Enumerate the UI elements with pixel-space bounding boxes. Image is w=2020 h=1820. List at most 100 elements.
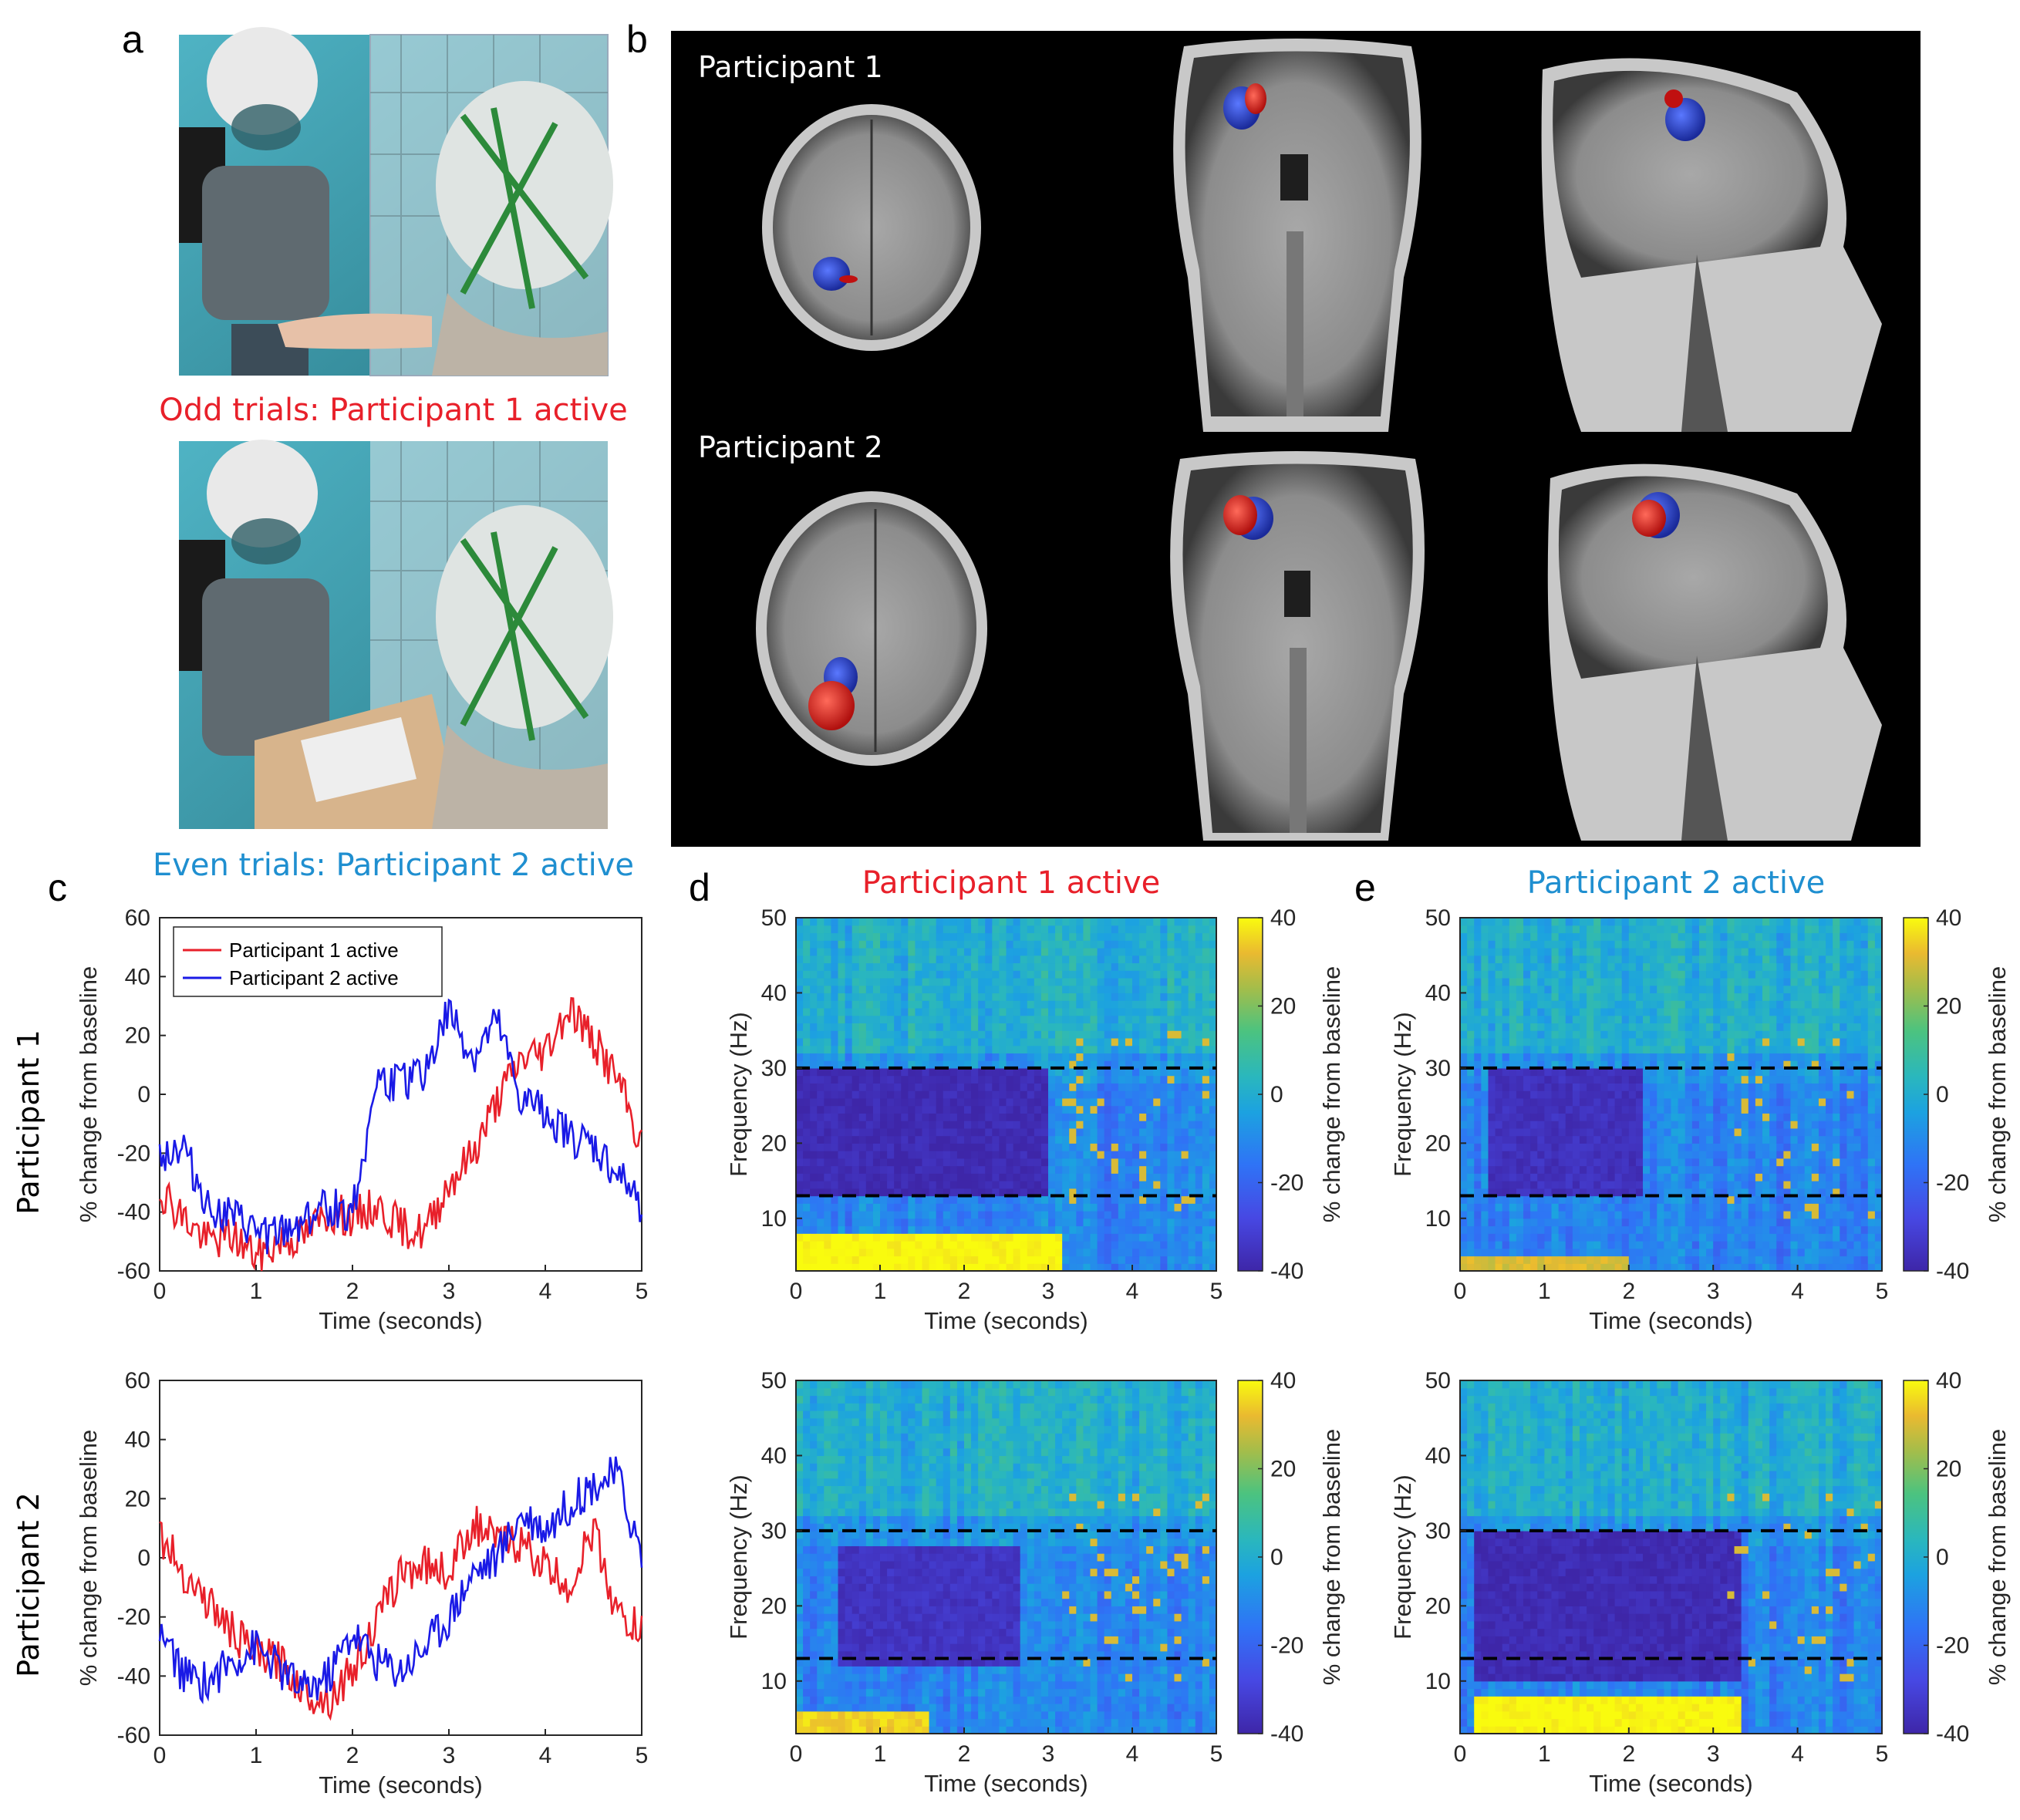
heat-cell xyxy=(1048,1560,1056,1569)
heat-cell xyxy=(1069,1387,1077,1397)
heat-cell xyxy=(1202,1127,1210,1137)
heat-cell xyxy=(956,1470,965,1479)
heat-cell xyxy=(1118,1121,1126,1129)
heat-cell xyxy=(992,1523,1000,1532)
heat-cell xyxy=(824,1650,832,1660)
x-tick-label: 5 xyxy=(636,1743,649,1768)
heat-cell xyxy=(824,1417,832,1427)
heat-cell xyxy=(936,1545,944,1554)
heat-cell xyxy=(1118,1158,1126,1167)
heat-cell xyxy=(964,1613,972,1622)
heat-cell xyxy=(992,1053,1000,1061)
heat-cell xyxy=(1062,1515,1070,1524)
heat-cell xyxy=(936,1500,944,1509)
heat-cell xyxy=(978,1387,986,1397)
heat-cell xyxy=(1062,993,1070,1001)
heat-cell xyxy=(1132,1263,1140,1272)
heat-cell xyxy=(978,1023,986,1031)
heat-cell xyxy=(1195,1173,1203,1181)
heat-cell xyxy=(817,1165,825,1174)
heat-cell xyxy=(1181,918,1189,926)
heat-cell xyxy=(1167,1248,1175,1257)
heat-cell xyxy=(1020,1387,1028,1397)
heat-cell xyxy=(1181,985,1189,994)
heat-cell xyxy=(887,1485,895,1494)
heat-cell xyxy=(1153,1181,1161,1189)
heat-cell xyxy=(956,1560,965,1569)
heat-cell xyxy=(929,940,937,949)
heat-cell xyxy=(1132,1037,1140,1046)
heat-cell xyxy=(1076,1583,1084,1592)
heat-cell xyxy=(901,1211,909,1219)
heat-cell xyxy=(838,1045,846,1053)
heat-cell xyxy=(1195,1083,1203,1091)
heat-cell xyxy=(1202,1165,1210,1174)
heat-cell xyxy=(831,1568,839,1576)
heat-cell xyxy=(894,1726,902,1734)
heat-cell xyxy=(810,1113,818,1121)
heat-cell xyxy=(1090,1560,1098,1569)
heat-cell xyxy=(1118,993,1126,1001)
heat-cell xyxy=(1020,1485,1028,1494)
heat-cell xyxy=(803,1225,811,1234)
heat-cell xyxy=(1062,1211,1070,1219)
heat-cell xyxy=(992,1135,1000,1144)
heat-cell xyxy=(880,1485,888,1494)
heat-cell xyxy=(894,970,902,979)
heat-cell xyxy=(908,1263,916,1272)
heat-cell xyxy=(1132,1083,1140,1091)
heat-cell xyxy=(1188,993,1196,1001)
series-line-1 xyxy=(159,1505,643,1721)
heat-cell xyxy=(956,1666,965,1674)
heat-cell xyxy=(985,1090,993,1099)
heat-cell xyxy=(1020,1590,1028,1599)
heat-cell xyxy=(943,1015,951,1024)
heat-cell xyxy=(817,1710,825,1720)
heat-cell xyxy=(852,1463,860,1471)
heat-cell xyxy=(872,1470,881,1479)
heat-cell xyxy=(1062,1425,1070,1434)
heat-cell xyxy=(949,1188,958,1197)
heat-cell xyxy=(887,1523,895,1532)
heat-cell xyxy=(872,1067,881,1077)
heat-cell xyxy=(824,977,832,986)
heat-cell xyxy=(1097,1263,1105,1272)
mri-sagittal-participant-2 xyxy=(1547,463,1882,841)
heat-cell xyxy=(1040,918,1049,926)
heat-cell xyxy=(956,1583,965,1592)
heat-cell xyxy=(1146,1075,1154,1084)
heat-cell xyxy=(1111,1188,1119,1197)
heat-cell xyxy=(1006,1241,1014,1249)
heat-cell xyxy=(865,1628,874,1636)
heat-cell xyxy=(1090,1538,1098,1546)
heat-cell xyxy=(971,1403,979,1411)
heat-cell xyxy=(999,1455,1007,1464)
heat-cell xyxy=(908,1590,916,1599)
heat-cell xyxy=(887,1181,895,1189)
heat-cell xyxy=(824,1538,832,1546)
heat-cell xyxy=(943,1493,951,1502)
heat-cell xyxy=(1034,1248,1042,1257)
heat-cell xyxy=(845,1620,853,1630)
heat-cell xyxy=(999,1636,1007,1644)
heat-cell xyxy=(817,1037,825,1046)
heat-cell xyxy=(1181,1090,1189,1099)
heat-cell xyxy=(1153,1000,1161,1009)
heat-cell xyxy=(1013,1425,1021,1434)
heat-cell xyxy=(1090,1673,1098,1682)
heat-cell xyxy=(1040,1225,1049,1234)
heat-cell xyxy=(880,1704,888,1712)
heat-cell xyxy=(852,1417,860,1427)
heat-cell xyxy=(1083,947,1091,956)
heat-cell xyxy=(999,1151,1007,1159)
heat-cell xyxy=(817,955,825,964)
heat-cell xyxy=(1006,1704,1014,1712)
heat-cell xyxy=(1076,1688,1084,1697)
heat-cell xyxy=(887,1113,895,1121)
heat-cell xyxy=(1027,1576,1035,1584)
heat-cell xyxy=(936,1530,944,1539)
heat-cell xyxy=(887,1688,895,1697)
heat-cell xyxy=(852,1007,860,1016)
heat-cell xyxy=(1006,1218,1014,1227)
heat-cell xyxy=(1034,1241,1042,1249)
